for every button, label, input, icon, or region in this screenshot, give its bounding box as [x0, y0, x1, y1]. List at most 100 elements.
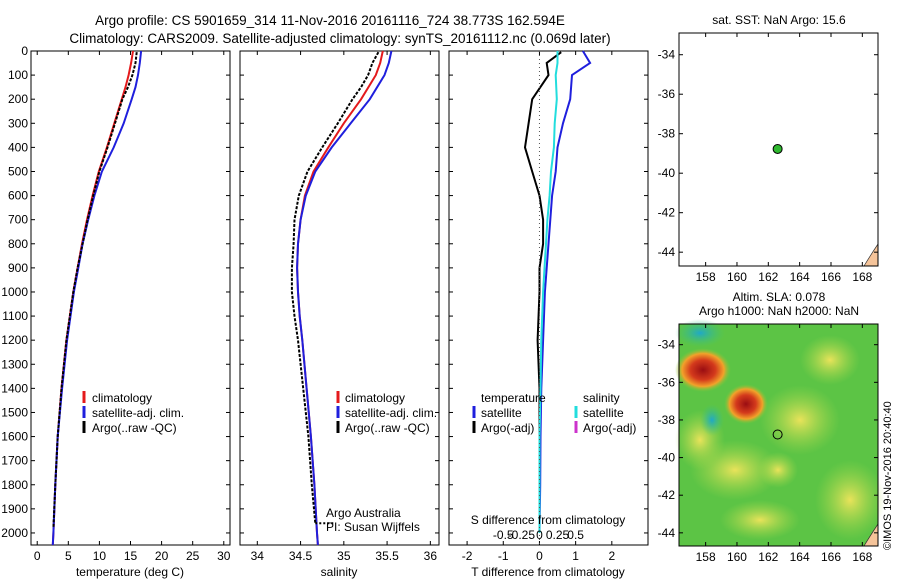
- lat-tick-label: -40: [658, 451, 676, 465]
- x-tick-label: 34.5: [289, 549, 313, 563]
- depth-tick-label: 1500: [1, 405, 28, 419]
- sla-anomaly: [760, 385, 840, 455]
- sla-map-title-line-2: Argo h1000: NaN h2000: NaN: [699, 304, 859, 318]
- s-difference-xlabel: S difference from climatology: [471, 513, 626, 527]
- sla-anomaly: [724, 384, 768, 424]
- map-frame: [678, 32, 879, 267]
- lon-tick-label: 168: [852, 550, 872, 564]
- lat-tick-label: -42: [658, 488, 676, 502]
- x-tick-label: 15: [124, 549, 138, 563]
- lat-tick-label: -44: [658, 526, 676, 540]
- difference-plot: -2 -1 0 1 2 -0.5-0.25 0 0.250.5: [462, 50, 615, 563]
- lat-tick-label: -38: [658, 127, 676, 141]
- depth-tick-label: 1100: [2, 309, 28, 323]
- series-line-temperature-satellite: [538, 50, 592, 534]
- x-tick-label: 2: [608, 549, 615, 563]
- legend-label-temp-argo: Argo(-adj): [481, 421, 534, 435]
- x-tick-label: 25: [186, 549, 200, 563]
- legend-title-salinity: salinity: [583, 391, 620, 405]
- temperature-panel-frame: [30, 50, 231, 546]
- x-tick-label: 35: [337, 549, 351, 563]
- depth-tick-label: 400: [8, 140, 28, 154]
- map-frame: [678, 323, 879, 547]
- temperature-plot: 0 5 10 15 20 25 30: [34, 50, 231, 563]
- sla-anomaly: [720, 500, 800, 540]
- lat-tick-label: -36: [658, 87, 676, 101]
- legend-label-argo: Argo(..raw -QC): [345, 421, 430, 435]
- x-tick-label: -2: [462, 549, 473, 563]
- legend-label-climatology: climatology: [92, 391, 152, 405]
- salinity-panel-frame: [239, 50, 440, 546]
- depth-tick-label: 900: [8, 261, 28, 275]
- salinity-plot: 34 34.5 35 35.5 36: [251, 50, 438, 563]
- depth-tick-label: 1300: [1, 357, 28, 371]
- x-tick-label: 5: [65, 549, 72, 563]
- legend-label-satellite: satellite-adj. clim.: [92, 406, 184, 420]
- series-line-salinity-satellite: [538, 51, 559, 533]
- s-diff-tick-label: 0.5: [567, 528, 584, 542]
- x-tick-label: 35.5: [375, 549, 399, 563]
- depth-tick-label: 2000: [1, 526, 28, 540]
- series-line-satellite-adj-clim-: [296, 50, 393, 546]
- legend-title-temperature: temperature: [481, 391, 546, 405]
- lat-tick-label: -40: [658, 166, 676, 180]
- s-diff-tick-label: 0: [536, 528, 543, 542]
- depth-tick-label: 1700: [1, 454, 28, 468]
- x-tick-label: 30: [217, 549, 231, 563]
- sla-field: [675, 319, 885, 546]
- salinity-xlabel: salinity: [321, 565, 358, 579]
- legend-label-satellite: satellite-adj. clim.: [345, 406, 437, 420]
- legend-label-argo: Argo(..raw -QC): [92, 421, 177, 435]
- x-tick-label: 36: [424, 549, 438, 563]
- lat-tick-label: -36: [658, 375, 676, 389]
- figure-title-line-1: Argo profile: CS 5901659_314 11-Nov-2016…: [95, 13, 565, 28]
- sla-anomaly: [675, 319, 725, 347]
- depth-tick-label: 700: [8, 213, 28, 227]
- sla-map-title-line-1: Altim. SLA: 0.078: [733, 290, 826, 304]
- lon-tick-label: 160: [727, 270, 747, 284]
- difference-panel-frame: [448, 50, 649, 546]
- x-tick-label: 10: [93, 549, 107, 563]
- legend-label-temp-satellite: satellite: [481, 406, 522, 420]
- sla-anomaly: [800, 335, 860, 385]
- salinity-legend: climatology satellite-adj. clim. Argo(..…: [336, 391, 437, 435]
- lon-tick-label: 164: [790, 550, 810, 564]
- depth-tick-label: 1900: [1, 502, 28, 516]
- s-diff-tick-label: 0.25: [546, 528, 570, 542]
- legend-label-climatology: climatology: [345, 391, 405, 405]
- depth-tick-label: 500: [8, 164, 28, 178]
- temperature-xlabel: temperature (deg C): [76, 565, 184, 579]
- argo-position-marker: [772, 429, 783, 440]
- lat-tick-label: -38: [658, 413, 676, 427]
- lat-tick-label: -44: [658, 245, 676, 259]
- s-diff-tick-label: -0.25: [508, 528, 536, 542]
- imos-credit: ©IMOS 19-Nov-2016 20:40:40: [882, 401, 894, 550]
- lat-tick-label: -34: [658, 338, 676, 352]
- lon-tick-label: 168: [852, 270, 872, 284]
- lon-tick-label: 166: [821, 270, 841, 284]
- x-tick-label: 0: [536, 549, 543, 563]
- lon-tick-label: 162: [758, 270, 778, 284]
- series-line-satellite-adj-clim-: [51, 50, 143, 546]
- annotation-argo-australia: Argo Australia: [326, 506, 401, 520]
- x-tick-label: 20: [155, 549, 169, 563]
- depth-tick-label: 1400: [1, 381, 28, 395]
- argo-position-marker: [772, 143, 783, 154]
- sla-map: 158 160 162 164 166 168 -34 -36 -38 -40 -42 -44: [658, 319, 885, 564]
- difference-legend: temperature satellite Argo(-adj) salinit…: [472, 391, 636, 435]
- sla-anomaly: [700, 404, 724, 436]
- depth-tick-label: 100: [8, 68, 28, 82]
- t-difference-xlabel: T difference from climatology: [471, 565, 625, 579]
- figure-title-line-2: Climatology: CARS2009. Satellite-adjuste…: [69, 31, 610, 46]
- temperature-legend: climatology satellite-adj. clim. Argo(..…: [82, 391, 184, 435]
- x-tick-label: 1: [572, 549, 579, 563]
- series-line-argo-raw-qc-: [290, 51, 380, 524]
- lat-tick-label: -34: [658, 48, 676, 62]
- legend-label-sal-satellite: satellite: [583, 406, 624, 420]
- sla-anomaly: [815, 460, 885, 540]
- lon-tick-label: 158: [696, 270, 716, 284]
- depth-tick-label: 1800: [1, 478, 28, 492]
- depth-tick-label: 0: [21, 44, 28, 58]
- depth-tick-label: 800: [8, 237, 28, 251]
